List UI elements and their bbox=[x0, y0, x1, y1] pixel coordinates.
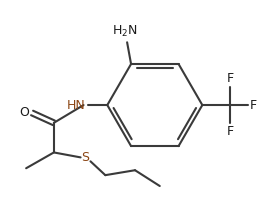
Text: F: F bbox=[250, 99, 257, 111]
Text: F: F bbox=[227, 125, 234, 138]
Text: HN: HN bbox=[67, 99, 85, 111]
Text: F: F bbox=[227, 72, 234, 85]
Text: S: S bbox=[82, 151, 90, 164]
Text: H$_2$N: H$_2$N bbox=[112, 24, 138, 39]
Text: O: O bbox=[19, 106, 29, 119]
